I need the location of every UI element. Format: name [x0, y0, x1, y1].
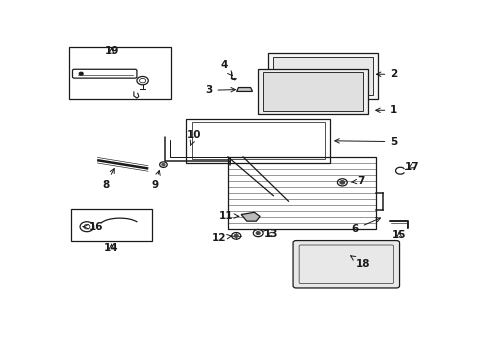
- Polygon shape: [272, 57, 372, 95]
- Polygon shape: [236, 87, 252, 91]
- Bar: [227, 157, 375, 229]
- Polygon shape: [241, 212, 260, 221]
- Text: 4: 4: [220, 60, 232, 76]
- Circle shape: [339, 181, 344, 184]
- Text: 8: 8: [102, 168, 114, 190]
- Polygon shape: [263, 72, 363, 111]
- Text: 16: 16: [83, 222, 103, 232]
- Text: 1: 1: [375, 105, 397, 115]
- Circle shape: [162, 163, 164, 166]
- Text: 11: 11: [218, 211, 239, 221]
- Text: 14: 14: [104, 243, 119, 253]
- Circle shape: [79, 72, 83, 75]
- Text: 6: 6: [351, 218, 380, 234]
- Text: 17: 17: [404, 162, 418, 172]
- Text: 18: 18: [350, 256, 370, 269]
- Text: 12: 12: [212, 233, 232, 243]
- Circle shape: [256, 232, 260, 234]
- Text: 5: 5: [334, 136, 397, 147]
- Text: 13: 13: [264, 229, 278, 239]
- Text: 7: 7: [350, 176, 364, 186]
- FancyBboxPatch shape: [292, 240, 399, 288]
- Bar: [70, 209, 152, 240]
- Bar: [68, 48, 171, 99]
- Circle shape: [234, 234, 238, 237]
- Text: 19: 19: [104, 46, 119, 56]
- Text: 15: 15: [391, 230, 406, 240]
- Text: 10: 10: [187, 130, 202, 146]
- Text: 3: 3: [205, 85, 235, 95]
- Polygon shape: [267, 53, 377, 99]
- Text: 2: 2: [376, 69, 397, 79]
- Polygon shape: [258, 69, 367, 114]
- Text: 9: 9: [151, 171, 160, 190]
